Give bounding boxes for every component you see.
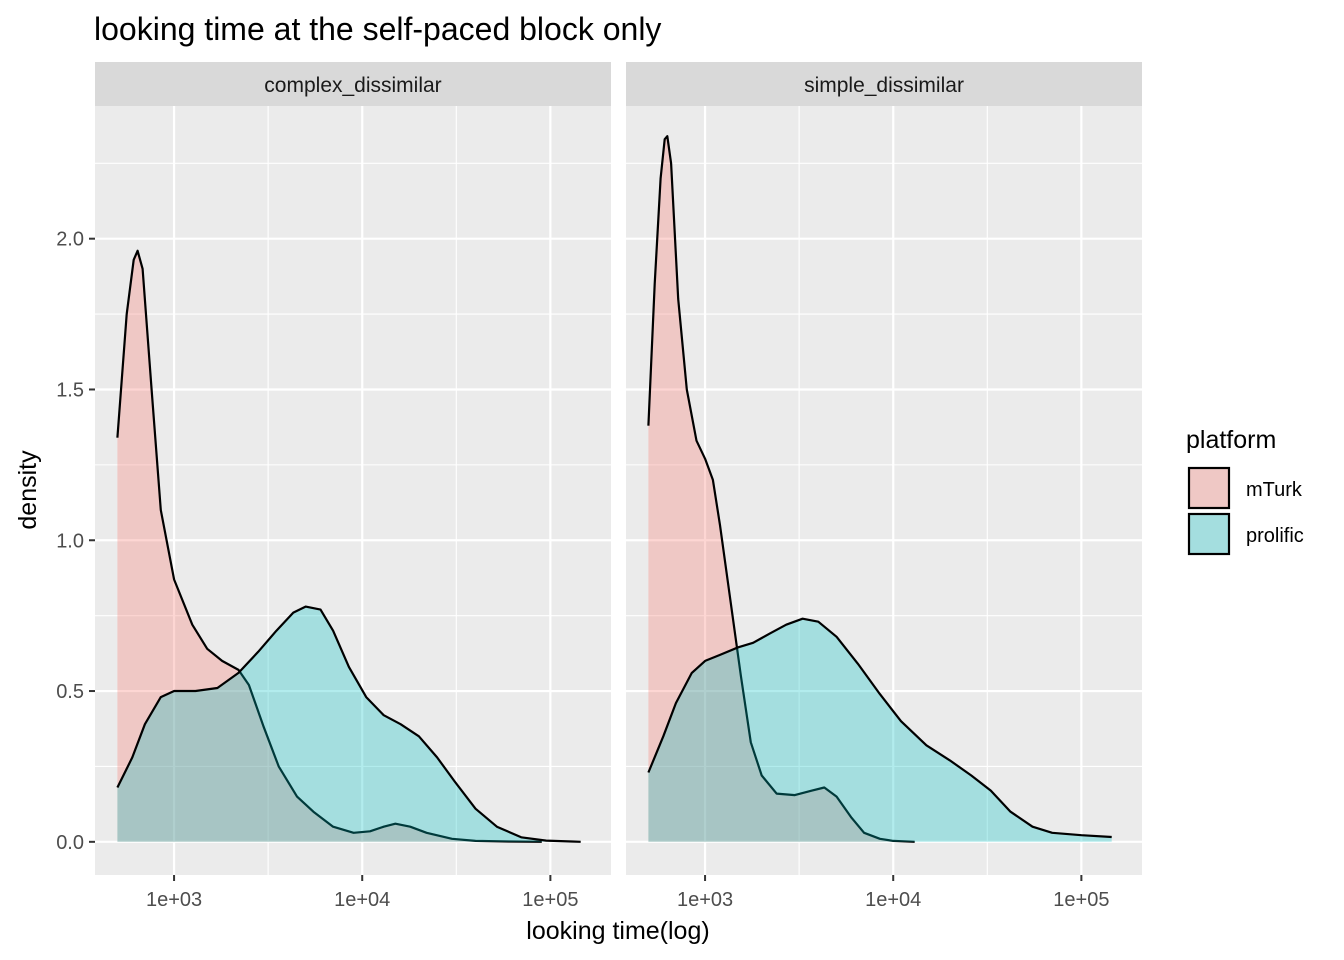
panel-simple_dissimilar: simple_dissimilar 1e+03 1e+04 1e+05 <box>626 62 1142 911</box>
panel-strip-label: simple_dissimilar <box>804 74 964 97</box>
x-tick-label: 1e+04 <box>865 889 921 911</box>
density-area-prolific <box>648 618 1112 842</box>
legend-items: mTurk prolific <box>1187 466 1304 556</box>
panel-strip <box>626 62 1142 106</box>
panel-complex_dissimilar: complex_dissimilar 1e+03 1e+04 1e+05 <box>95 62 611 911</box>
x-tick-label: 1e+04 <box>334 889 390 911</box>
x-tick-label: 1e+03 <box>677 889 733 911</box>
panel-strip-label: complex_dissimilar <box>264 74 441 97</box>
legend-swatch-prolific <box>1187 512 1231 556</box>
chart-title: looking time at the self-paced block onl… <box>94 11 661 47</box>
panel-background <box>95 106 611 875</box>
density-area-mTurk <box>648 136 915 842</box>
y-tick-label: 1.5 <box>56 379 84 401</box>
y-tick-label: 0.0 <box>56 832 84 854</box>
panel-background <box>626 106 1142 875</box>
legend-swatch-mTurk <box>1187 466 1231 510</box>
y-tick-label: 1.0 <box>56 530 84 552</box>
y-tick-label: 0.5 <box>56 681 84 703</box>
y-axis-title: density <box>14 450 42 530</box>
legend-key-background <box>1188 467 1230 509</box>
y-tick-label: 2.0 <box>56 229 84 251</box>
x-tick-label: 1e+05 <box>522 889 578 911</box>
legend-label-mTurk: mTurk <box>1246 479 1303 501</box>
density-area-mTurk <box>117 250 542 842</box>
density-line-prolific <box>116 605 581 843</box>
density-area-prolific <box>117 606 581 842</box>
x-tick-label: 1e+05 <box>1053 889 1109 911</box>
density-line-prolific <box>647 617 1112 839</box>
legend-key-background <box>1188 513 1230 555</box>
legend-title: platform <box>1186 426 1276 454</box>
x-tick-label: 1e+03 <box>146 889 202 911</box>
y-axis: 0.0 0.5 1.0 1.5 2.0 <box>56 229 95 854</box>
density-line-mTurk <box>647 135 915 843</box>
panel-strip <box>95 62 611 106</box>
x-axis-title: looking time(log) <box>526 917 709 945</box>
legend-label-prolific: prolific <box>1246 525 1304 547</box>
density-line-mTurk <box>116 249 542 843</box>
legend: platform mTurk prolific <box>1186 426 1304 556</box>
